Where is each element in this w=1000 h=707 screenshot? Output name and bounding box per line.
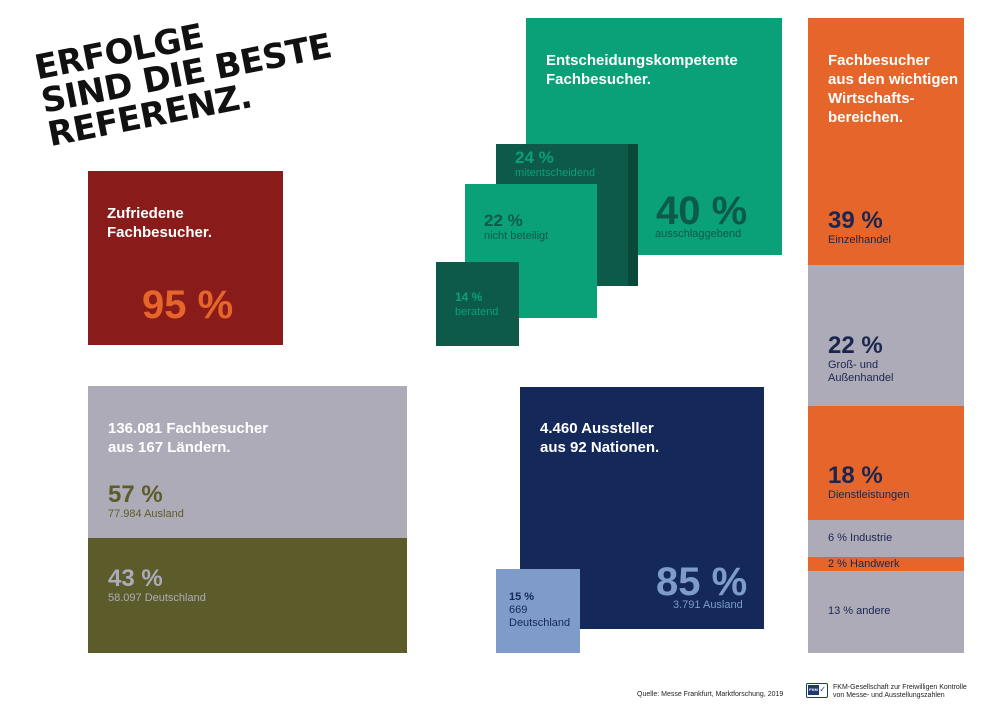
zufriedene-title-line-2: Fachbesucher. xyxy=(107,224,213,241)
entscheidung-24-pct: 24 % xyxy=(515,148,554,167)
aussteller-deutschland-box: 15 % 669 Deutschland xyxy=(496,569,580,653)
bereiche-title-line-2: aus den wichtigen xyxy=(828,71,959,88)
bereiche-industrie-box: 6 % Industrie xyxy=(808,520,964,557)
laender-ausland: 57 % 77.984 Ausland xyxy=(108,482,184,521)
bereiche-dienst: 18 % Dienstleistungen xyxy=(828,463,909,502)
bereiche-gross: 22 % Groß- und Außenhandel xyxy=(828,333,893,385)
aussteller-ausland-pct: 85 % xyxy=(656,560,748,604)
bereiche-gross-box: 22 % Groß- und Außenhandel xyxy=(808,265,964,406)
bereiche-einzel-pct: 39 % xyxy=(828,207,883,234)
laender-title: 136.081 Fachbesucher aus 167 Ländern. xyxy=(108,419,268,457)
bereiche-gross-pct: 22 % xyxy=(828,332,883,359)
bereiche-title: Fachbesucher aus den wichtigen Wirtschaf… xyxy=(828,51,958,127)
entscheidung-14-pct: 14 % xyxy=(455,290,483,304)
entscheidung-22-pct: 22 % xyxy=(484,211,523,230)
bereiche-title-line-4: bereichen. xyxy=(828,109,904,126)
entscheidung-24-shade xyxy=(628,144,638,286)
zufriedene-box: Zufriedene Fachbesucher. 95 % xyxy=(88,171,283,345)
entscheidung-title-line-1: Entscheidungskompetente xyxy=(546,52,738,69)
zufriedene-title-line-1: Zufriedene xyxy=(107,205,184,222)
aussteller-title-line-1: 4.460 Aussteller xyxy=(540,420,654,437)
headline: ERFOLGE SIND DIE BESTE REFERENZ. xyxy=(31,0,341,155)
aussteller-deutschland-pct: 15 % xyxy=(509,591,535,603)
entscheidung-14: 14 % beratend xyxy=(455,290,498,319)
source-note: Quelle: Messe Frankfurt, Marktforschung,… xyxy=(637,691,784,698)
fkm-note: FKM-Gesellschaft zur Freiwilligen Kontro… xyxy=(833,684,967,700)
entscheidung-40-pct: 40 % xyxy=(656,189,748,233)
entscheidung-22: 22 % nicht beteiligt xyxy=(484,212,548,243)
zufriedene-pct: 95 % xyxy=(142,283,234,327)
laender-deutschland-box: 43 % 58.097 Deutschland xyxy=(88,538,407,653)
aussteller-title: 4.460 Aussteller aus 92 Nationen. xyxy=(540,419,659,457)
entscheidung-title: Entscheidungskompetente Fachbesucher. xyxy=(546,51,738,89)
laender-title-line-2: aus 167 Ländern. xyxy=(108,439,231,456)
bereiche-industrie-label: 6 % Industrie xyxy=(828,532,893,544)
bereiche-gross-label-1: Groß- und xyxy=(828,359,879,371)
bereiche-title-line-3: Wirtschafts- xyxy=(828,90,915,107)
laender-ausland-box: 136.081 Fachbesucher aus 167 Ländern. 57… xyxy=(88,386,407,538)
bereiche-title-line-1: Fachbesucher xyxy=(828,52,930,69)
bereiche-andere-label: 13 % andere xyxy=(828,605,891,617)
entscheidung-24: 24 % mitentscheidend xyxy=(515,149,595,180)
entscheidung-14-box: 14 % beratend xyxy=(436,262,519,346)
aussteller-deutschland-count: 669 xyxy=(509,604,528,616)
laender-deutschland-label: 58.097 Deutschland xyxy=(108,592,206,604)
entscheidung-22-label: nicht beteiligt xyxy=(484,230,549,242)
laender-ausland-label: 77.984 Ausland xyxy=(108,508,184,520)
laender-deutschland: 43 % 58.097 Deutschland xyxy=(108,566,206,605)
laender-ausland-pct: 57 % xyxy=(108,481,163,508)
bereiche-handwerk-box: 2 % Handwerk xyxy=(808,557,964,571)
aussteller-deutschland: 15 % 669 Deutschland xyxy=(509,591,570,630)
laender-title-line-1: 136.081 Fachbesucher xyxy=(108,420,269,437)
aussteller-ausland-label: 3.791 Ausland xyxy=(673,599,743,611)
bereiche-einzel: 39 % Einzelhandel xyxy=(828,208,891,247)
entscheidung-24-label: mitentscheidend xyxy=(515,167,596,179)
aussteller-deutschland-label: Deutschland xyxy=(509,617,571,629)
entscheidung-title-line-2: Fachbesucher. xyxy=(546,71,652,88)
bereiche-dienst-pct: 18 % xyxy=(828,462,883,489)
entscheidung-40: 40 % xyxy=(656,191,747,231)
bereiche-handwerk-label: 2 % Handwerk xyxy=(828,558,900,570)
bereiche-dienst-label: Dienstleistungen xyxy=(828,489,910,501)
laender-deutschland-pct: 43 % xyxy=(108,565,163,592)
bereiche-einzel-box: Fachbesucher aus den wichtigen Wirtschaf… xyxy=(808,18,964,265)
fkm-logo-text: FKM xyxy=(808,685,819,695)
entscheidung-14-label: beratend xyxy=(455,306,499,318)
entscheidung-40-label: ausschlaggebend xyxy=(655,228,742,240)
fkm-note-line-1: FKM-Gesellschaft zur Freiwilligen Kontro… xyxy=(833,684,967,691)
bereiche-andere-box: 13 % andere xyxy=(808,571,964,653)
zufriedene-title: Zufriedene Fachbesucher. xyxy=(107,204,212,242)
bereiche-dienst-box: 18 % Dienstleistungen xyxy=(808,406,964,520)
fkm-check-logo-icon: FKM ✓ xyxy=(806,683,828,698)
bereiche-gross-label-2: Außenhandel xyxy=(828,372,894,384)
fkm-note-line-2: von Messe- und Ausstellungszahlen xyxy=(833,692,945,699)
checkmark-icon: ✓ xyxy=(819,685,826,694)
bereiche-einzel-label: Einzelhandel xyxy=(828,234,891,246)
aussteller-title-line-2: aus 92 Nationen. xyxy=(540,439,660,456)
